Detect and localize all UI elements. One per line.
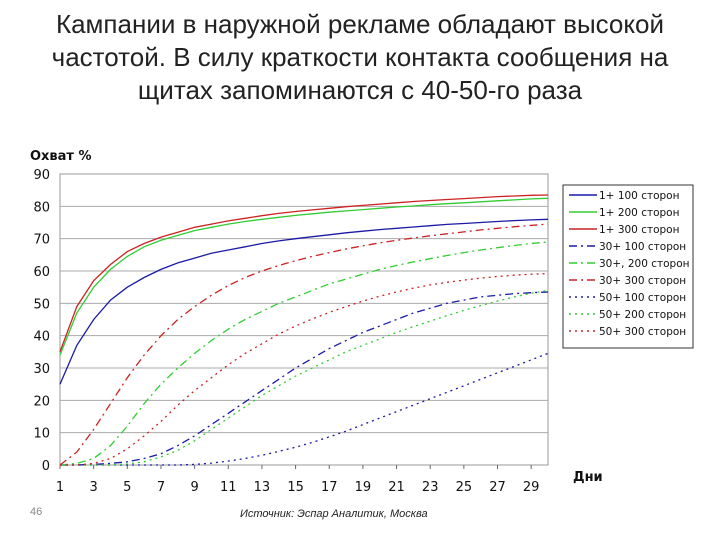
y-tick-label: 70 (33, 233, 50, 248)
x-tick-label: 19 (355, 480, 372, 495)
legend-label-9: 50+ 300 сторон (599, 326, 686, 338)
slide-title-line-2: частотой. В силу краткости контакта сооб… (51, 42, 669, 72)
x-axis-title: Дни (573, 470, 603, 485)
x-tick-label: 1 (56, 480, 64, 495)
y-tick-label: 80 (33, 200, 50, 215)
legend-label-6: 30+ 300 сторон (599, 275, 686, 287)
legend-label-4: 30+ 100 сторон (599, 241, 686, 253)
series-line-9 (60, 272, 549, 466)
legend-label-3: 1+ 300 сторон (599, 224, 679, 236)
series-line-5 (59, 241, 549, 466)
slide-number: 46 (30, 506, 43, 518)
x-tick-label: 29 (523, 480, 540, 495)
plot-area (59, 173, 549, 466)
slide-title: Кампании в наружной рекламе обладают выс… (20, 8, 700, 107)
legend-label-7: 50+ 100 сторон (599, 292, 686, 304)
x-tick-label: 13 (254, 480, 271, 495)
y-tick-label: 0 (42, 459, 50, 474)
y-tick-label: 10 (33, 427, 50, 442)
y-tick-label: 20 (33, 394, 50, 409)
y-tick-label: 50 (33, 297, 50, 312)
x-tick-label: 7 (157, 480, 165, 495)
series-line-1 (59, 218, 549, 385)
x-tick-label: 11 (220, 480, 237, 495)
slide-title-line-3: щитах запоминаются с 40-50-го раза (137, 75, 583, 105)
series-line-3 (59, 194, 549, 353)
series-line-6 (59, 223, 549, 466)
source-note: Источник: Эспар Аналитик, Москва (240, 508, 428, 520)
x-tick-label: 15 (287, 480, 304, 495)
y-tick-label: 90 (33, 168, 50, 183)
legend-label-2: 1+ 200 сторон (599, 207, 679, 219)
y-tick-label: 30 (33, 362, 50, 377)
slide-title-line-1: Кампании в наружной рекламе обладают выс… (55, 9, 665, 39)
legend-label-8: 50+ 200 сторон (599, 309, 686, 321)
legend-label-5: 30+, 200 сторон (599, 258, 689, 270)
y-tick-label: 40 (33, 330, 50, 345)
legend-label-1: 1+ 100 сторон (599, 190, 679, 202)
series-line-2 (59, 197, 549, 356)
x-tick-label: 17 (321, 480, 338, 495)
x-tick-label: 25 (456, 480, 473, 495)
x-tick-label: 21 (388, 480, 405, 495)
x-tick-label: 3 (90, 480, 98, 495)
x-tick-label: 9 (190, 480, 198, 495)
x-tick-label: 23 (422, 480, 439, 495)
x-tick-label: 27 (489, 480, 506, 495)
series-line-4 (60, 291, 549, 466)
y-tick-label: 60 (33, 265, 50, 280)
y-axis-title: Охват % (30, 149, 92, 164)
x-tick-label: 5 (123, 480, 131, 495)
